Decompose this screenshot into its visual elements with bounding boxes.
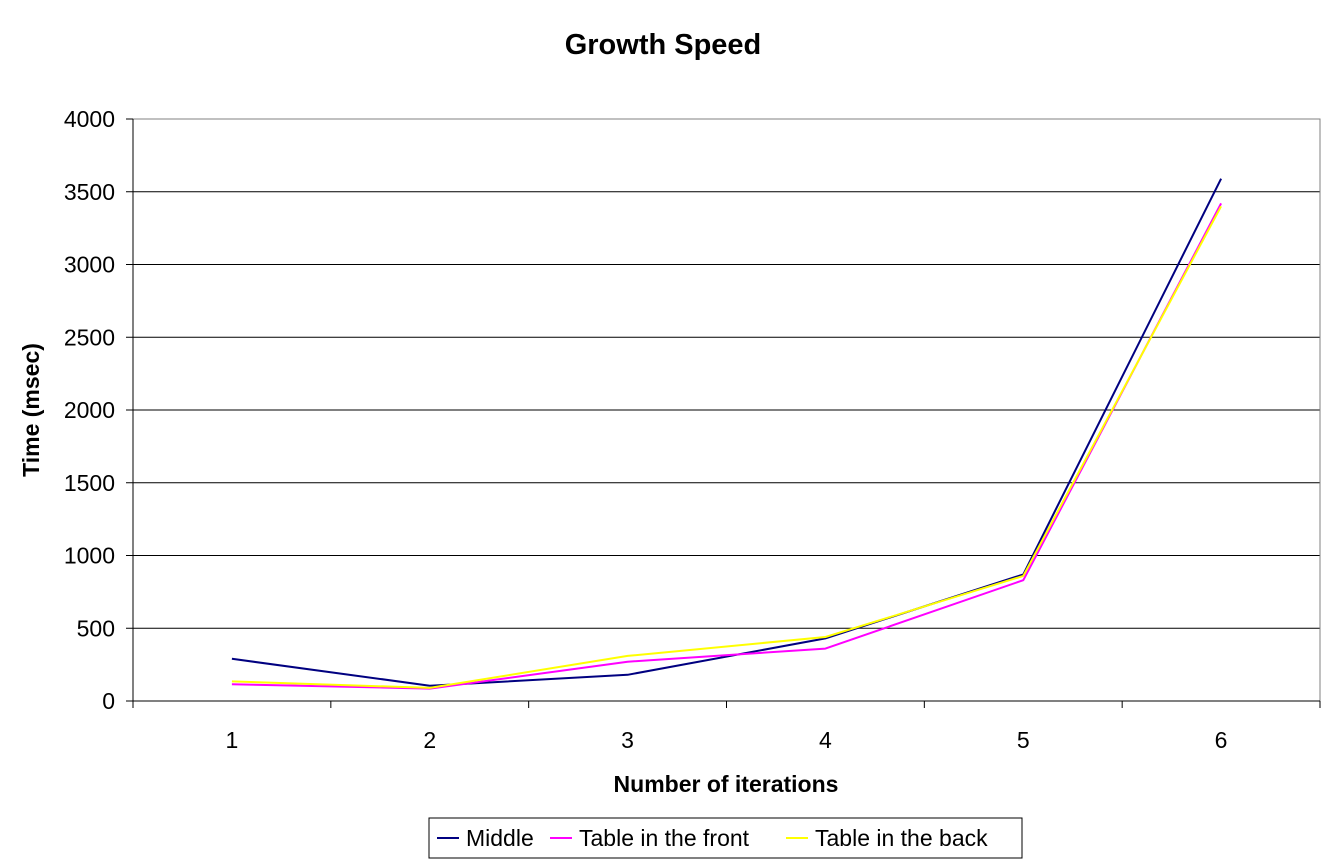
x-tick-label: 6 (1215, 727, 1228, 753)
series-lines (231, 178, 1222, 690)
x-tick-label: 2 (423, 727, 436, 753)
y-tick-label: 3500 (64, 179, 115, 205)
y-tick-label: 1000 (64, 543, 115, 569)
legend: Middle Table in the front Table in the bac… (428, 817, 1023, 859)
chart-title: Growth Speed (565, 29, 762, 61)
y-axis-title: Time (msec) (18, 343, 44, 477)
x-tick-labels: 1 2 3 4 5 6 (132, 701, 1321, 753)
x-tick-label: 5 (1017, 727, 1030, 753)
legend-label-2: Table in the front (579, 825, 750, 851)
y-tick-label: 3000 (64, 252, 115, 278)
y-tick-label: 2000 (64, 397, 115, 423)
legend-label-1: Middle (466, 825, 534, 851)
legend-items: Middle Table in the front Table in the bac… (437, 825, 988, 851)
series-line-2 (231, 202, 1222, 690)
x-axis-title: Number of iterations (614, 771, 839, 797)
y-tick-labels: 0 500 1000 1500 2000 2500 3000 3500 4000 (64, 106, 133, 714)
series-line-3 (231, 205, 1222, 689)
x-tick-label: 1 (226, 727, 239, 753)
x-tick-label: 4 (819, 727, 832, 753)
legend-box (428, 817, 1023, 859)
legend-label-3: Table in the back (815, 825, 988, 851)
series-line-1 (231, 178, 1222, 687)
y-tick-label: 2500 (64, 324, 115, 350)
x-tick-label: 3 (621, 727, 634, 753)
y-tick-label: 500 (77, 615, 115, 641)
y-tick-label: 4000 (64, 106, 115, 132)
y-tick-label: 0 (102, 688, 115, 714)
plot-area (132, 118, 1321, 702)
y-tick-label: 1500 (64, 470, 115, 496)
